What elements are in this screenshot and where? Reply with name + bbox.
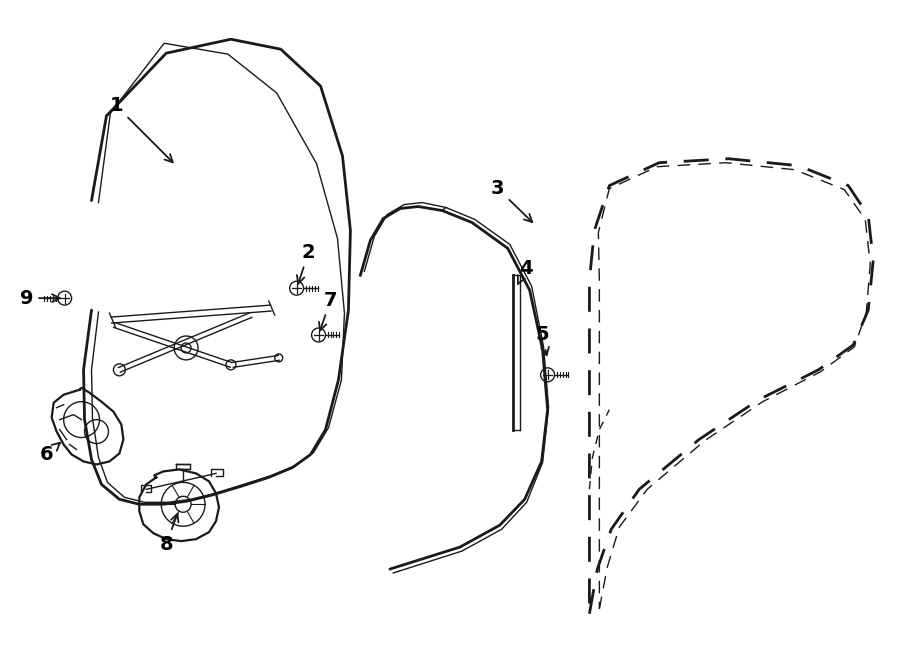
Text: 6: 6 <box>40 443 60 464</box>
Text: 3: 3 <box>491 179 532 222</box>
Text: 7: 7 <box>319 291 338 330</box>
Text: 9: 9 <box>20 289 59 307</box>
Text: 5: 5 <box>536 325 549 355</box>
Text: 4: 4 <box>518 258 533 284</box>
Text: 2: 2 <box>297 243 315 284</box>
Text: 1: 1 <box>110 97 173 163</box>
Text: 8: 8 <box>159 514 178 554</box>
